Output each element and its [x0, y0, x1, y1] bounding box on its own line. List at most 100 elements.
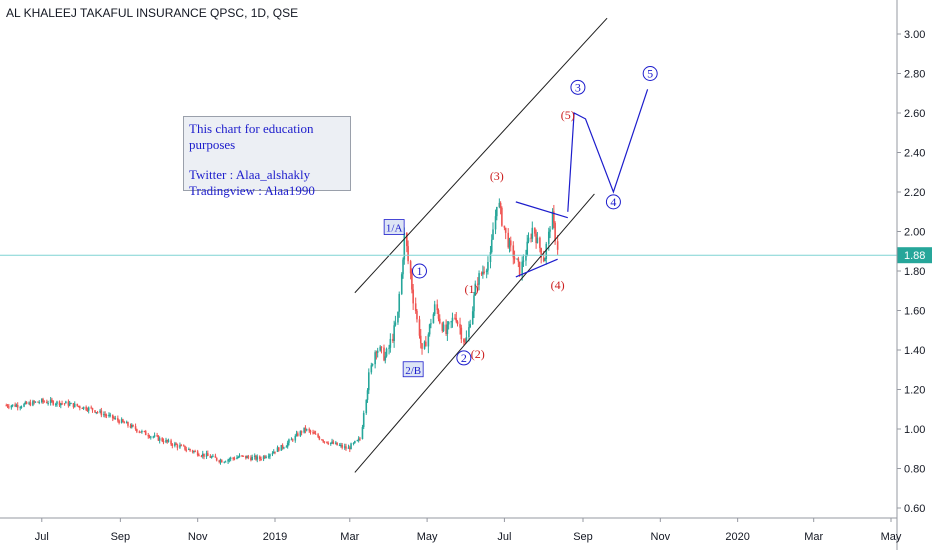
candle-body: [144, 431, 147, 436]
candle-body: [265, 456, 267, 458]
candle-body: [184, 445, 186, 450]
candle-body: [175, 443, 177, 445]
candle-body: [357, 438, 360, 441]
candle-body: [554, 222, 556, 242]
candle-body: [251, 456, 253, 461]
candle-body: [397, 311, 399, 323]
candle-body: [553, 211, 555, 223]
candle-body: [111, 414, 114, 419]
candle-body: [76, 403, 79, 406]
candle-body: [354, 440, 356, 443]
candle-body: [322, 440, 324, 442]
candle-body: [82, 406, 85, 409]
candle-body: [238, 455, 241, 458]
candle-body: [223, 461, 226, 463]
candle-body: [487, 262, 489, 271]
candle-body: [318, 436, 321, 440]
wave-label: 3: [570, 79, 586, 95]
candle-body: [468, 327, 470, 338]
candle-body: [54, 403, 57, 405]
wave-minor-label: (2): [471, 347, 485, 361]
candle-body: [460, 327, 463, 340]
candle-body: [253, 455, 256, 457]
candle-body: [138, 431, 141, 433]
candle-body: [280, 444, 283, 451]
candle-body: [492, 229, 494, 240]
candle-body: [309, 430, 312, 433]
candle-body: [278, 447, 280, 451]
wave-label: 1: [411, 263, 427, 279]
note-box[interactable]: This chart for education purposes Twitte…: [183, 116, 351, 198]
time-tick-label: May: [881, 531, 902, 543]
candle-body: [264, 456, 266, 458]
candle-body: [383, 347, 385, 361]
candle-body: [549, 229, 551, 232]
candle-body: [276, 447, 279, 453]
candle-body: [329, 442, 332, 445]
price-tick-label: 2.60: [904, 108, 925, 120]
candle-body: [335, 442, 337, 444]
candle-body: [518, 261, 521, 276]
candle-body: [477, 283, 479, 285]
candle-body: [305, 429, 308, 431]
triangle-upper-line: [515, 201, 568, 219]
candle-body: [63, 403, 66, 405]
candle-body: [365, 399, 368, 414]
price-tick-label: 2.20: [904, 187, 925, 199]
candle-body: [385, 348, 388, 357]
candle-body: [161, 438, 163, 442]
candle-body: [165, 439, 167, 443]
price-tick-label: 1.20: [904, 385, 925, 397]
candle-body: [394, 322, 397, 326]
candle-body: [513, 257, 516, 260]
candle-body: [269, 454, 271, 457]
wave-label: (4): [551, 278, 565, 292]
candle-body: [85, 406, 87, 410]
candle-body: [341, 444, 343, 448]
candle-body: [29, 402, 32, 406]
candle-body: [416, 310, 418, 320]
candle-body: [540, 248, 542, 258]
candle-body: [432, 314, 435, 324]
wave-label: 5: [642, 66, 658, 81]
candle-body: [108, 414, 110, 417]
candle-body: [148, 436, 151, 438]
candle-body: [10, 405, 13, 408]
candle-body: [247, 456, 250, 458]
channel-lower-line: [354, 193, 595, 473]
candle-body: [117, 418, 119, 421]
candle-body: [147, 435, 150, 437]
candle-body: [79, 406, 81, 408]
wave-label: (5): [561, 108, 575, 122]
candle-body: [81, 407, 84, 409]
candle-body: [33, 401, 35, 403]
candle-body: [242, 455, 245, 457]
time-tick-label: Nov: [651, 531, 671, 543]
candle-body: [286, 442, 289, 447]
note-line-education: This chart for education purposes: [189, 121, 314, 152]
candle-body: [59, 403, 62, 406]
candle-body: [87, 407, 90, 411]
price-tick-label: 1.00: [904, 424, 925, 436]
candle-body: [43, 401, 46, 403]
candle-body: [485, 270, 488, 273]
candle-body: [200, 455, 203, 457]
candle-body: [99, 410, 101, 413]
candle-body: [237, 457, 240, 459]
candle-body: [229, 457, 232, 460]
candle-body: [272, 451, 275, 454]
candle-body: [517, 258, 520, 262]
candle-body: [525, 255, 527, 261]
last-price-badge: [897, 247, 932, 264]
candle-body: [52, 401, 54, 405]
price-channel: [354, 17, 608, 473]
candle-body: [143, 431, 146, 433]
wave-number: 4: [610, 195, 616, 209]
time-axis: Jul Sep Nov 2019 Mar May Jul Sep Nov 2020 Mar May: [0, 517, 902, 543]
candle-body: [352, 442, 355, 444]
candle-body: [480, 273, 483, 275]
candle-body: [58, 401, 61, 406]
candle-body: [437, 310, 440, 319]
candle-body: [321, 439, 323, 441]
